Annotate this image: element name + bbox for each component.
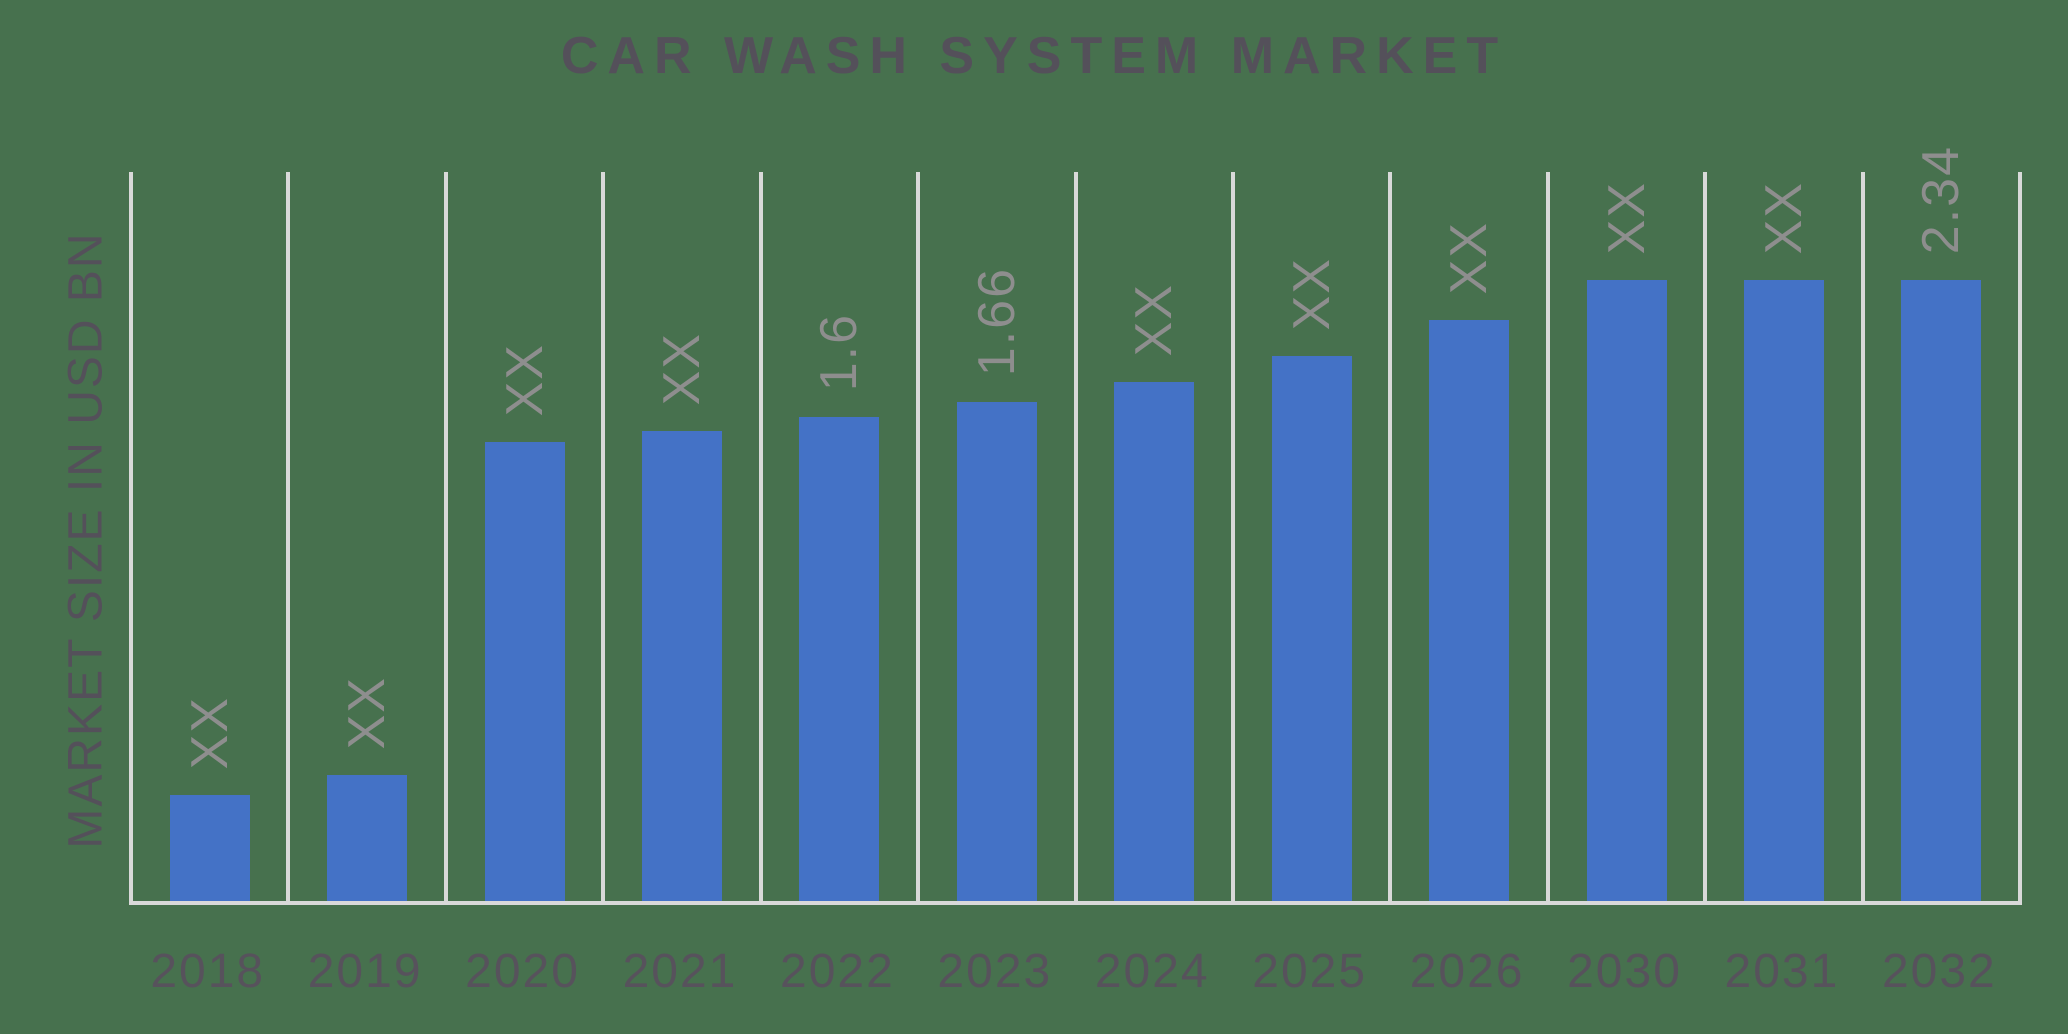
category-slot-2022: 1.6	[763, 172, 921, 901]
bar-value-label-2031: XX	[1754, 180, 1813, 254]
x-axis-label-2032: 2032	[1881, 945, 1997, 998]
y-axis-title: MARKET SIZE IN USD BN	[59, 231, 113, 849]
bar-value-label-2021: XX	[652, 331, 711, 405]
category-slot-2018: XX	[133, 172, 291, 901]
x-axis-label-2025: 2025	[1252, 945, 1368, 998]
bar-2021	[641, 431, 722, 901]
category-slot-2026: XX	[1392, 172, 1550, 901]
x-axis-labels: 2018 2019 2020 2021 2022 2023 2024 2025 2026 2030…	[129, 944, 2018, 999]
chart-title: CAR WASH SYSTEM MARKET	[560, 27, 1508, 85]
bar-value-label-2032: 2.34	[1912, 144, 1971, 254]
bar-2024	[1114, 382, 1195, 901]
x-axis-label-2030: 2030	[1567, 945, 1682, 998]
category-slot-2019: XX	[290, 172, 448, 901]
bar-2020	[484, 442, 565, 901]
x-axis-label-2031: 2031	[1724, 945, 1840, 998]
bar-2025	[1271, 356, 1352, 901]
category-slot-2020: XX	[448, 172, 606, 901]
bar-value-label-2018: XX	[180, 695, 239, 769]
bar-value-label-2022: 1.6	[810, 312, 869, 391]
x-axis-label-2020: 2020	[465, 945, 580, 998]
bar-2022	[799, 417, 880, 901]
bar-2019	[327, 775, 408, 901]
x-axis-label-2024: 2024	[1094, 945, 1210, 998]
bar-value-label-2024: XX	[1125, 282, 1184, 356]
x-axis-label-2018: 2018	[150, 945, 266, 998]
x-axis-label-2022: 2022	[780, 945, 895, 998]
plot-area: XX XX XX XX 1.6 1.66 XX XX XX XX XX 2.34	[129, 145, 2023, 905]
bar-value-label-2023: 1.66	[967, 266, 1026, 376]
x-axis-label-2026: 2026	[1409, 945, 1525, 998]
bar-2023	[956, 402, 1037, 901]
category-slot-2032: 2.34	[1865, 145, 2023, 901]
category-slot-2023: 1.66	[920, 172, 1078, 901]
category-slot-2031: XX	[1707, 172, 1865, 901]
bar-value-label-2030: XX	[1597, 180, 1656, 254]
bar-value-label-2025: XX	[1282, 256, 1341, 330]
x-axis-label-2023: 2023	[937, 945, 1053, 998]
bar-2032	[1901, 280, 1982, 901]
category-slot-2030: XX	[1550, 172, 1708, 901]
bar-2030	[1586, 280, 1667, 901]
x-axis-label-2019: 2019	[307, 945, 423, 998]
bar-2018	[169, 795, 250, 901]
x-axis-label-2021: 2021	[622, 945, 738, 998]
category-slot-2025: XX	[1235, 172, 1393, 901]
category-slot-2021: XX	[605, 172, 763, 901]
bar-value-label-2020: XX	[495, 342, 554, 416]
bar-2026	[1429, 320, 1510, 901]
category-slot-2024: XX	[1078, 172, 1235, 901]
bar-value-label-2026: XX	[1440, 220, 1499, 294]
bar-2031	[1743, 280, 1824, 901]
bar-value-label-2019: XX	[338, 675, 397, 749]
